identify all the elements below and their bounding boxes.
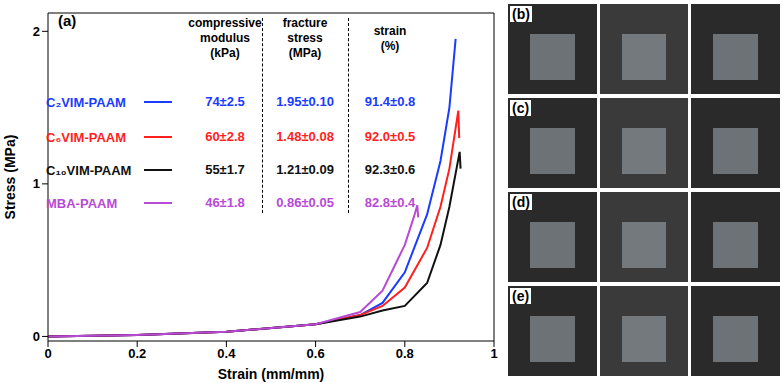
html-text:(c): (c) xyxy=(512,100,530,116)
html-text:(a): (a) xyxy=(58,12,77,29)
svg-text:0.2: 0.2 xyxy=(128,346,146,361)
html-text:74±2.5: 74±2.5 xyxy=(205,94,245,109)
html-text:fracture: fracture xyxy=(282,16,328,30)
svg-text:1: 1 xyxy=(490,346,497,361)
svg-text:2: 2 xyxy=(33,24,40,39)
html-text:C₁₀VIM-PAAM: C₁₀VIM-PAAM xyxy=(46,162,132,178)
html-text:stress: stress xyxy=(287,31,323,45)
svg-text:0: 0 xyxy=(33,329,40,344)
html-text:92.3±0.6: 92.3±0.6 xyxy=(364,162,416,177)
html-text:C₂VIM-PAAM: C₂VIM-PAAM xyxy=(46,94,126,110)
svg-text:Stress (MPa): Stress (MPa) xyxy=(2,135,18,220)
html-text:92.0±0.5: 92.0±0.5 xyxy=(364,129,416,144)
html-text:46±1.8: 46±1.8 xyxy=(205,195,245,210)
svg-text:0.8: 0.8 xyxy=(396,346,414,361)
html-text:91.4±0.8: 91.4±0.8 xyxy=(364,94,416,109)
html-text:0.86±0.05: 0.86±0.05 xyxy=(276,195,334,210)
html-text:55±1.7: 55±1.7 xyxy=(205,162,245,177)
html-text:1.48±0.08: 1.48±0.08 xyxy=(276,129,334,144)
html-text:60±2.8: 60±2.8 xyxy=(205,129,245,144)
html-text:(MPa): (MPa) xyxy=(288,46,322,60)
html-text:1.21±0.09: 1.21±0.09 xyxy=(276,162,334,177)
html-text:strain: strain xyxy=(373,24,407,38)
html-text:(b): (b) xyxy=(512,6,530,22)
html-text:C₆VIM-PAAM: C₆VIM-PAAM xyxy=(46,129,126,145)
svg-text:Strain (mm/mm): Strain (mm/mm) xyxy=(218,366,325,382)
html-text:(e): (e) xyxy=(512,288,530,304)
html-text:compressive: compressive xyxy=(188,16,262,30)
svg-text:1: 1 xyxy=(33,176,40,191)
svg-text:0.6: 0.6 xyxy=(307,346,325,361)
html-text:(kPa): (kPa) xyxy=(210,46,240,60)
html-text:82.8±0.4: 82.8±0.4 xyxy=(364,195,416,210)
html-text:modulus: modulus xyxy=(200,31,250,45)
svg-text:0.4: 0.4 xyxy=(217,346,236,361)
svg-text:0: 0 xyxy=(44,346,51,361)
html-text:MBA-PAAM: MBA-PAAM xyxy=(46,195,118,211)
html-text:(d): (d) xyxy=(512,194,530,210)
html-text:1.95±0.10: 1.95±0.10 xyxy=(276,94,334,109)
